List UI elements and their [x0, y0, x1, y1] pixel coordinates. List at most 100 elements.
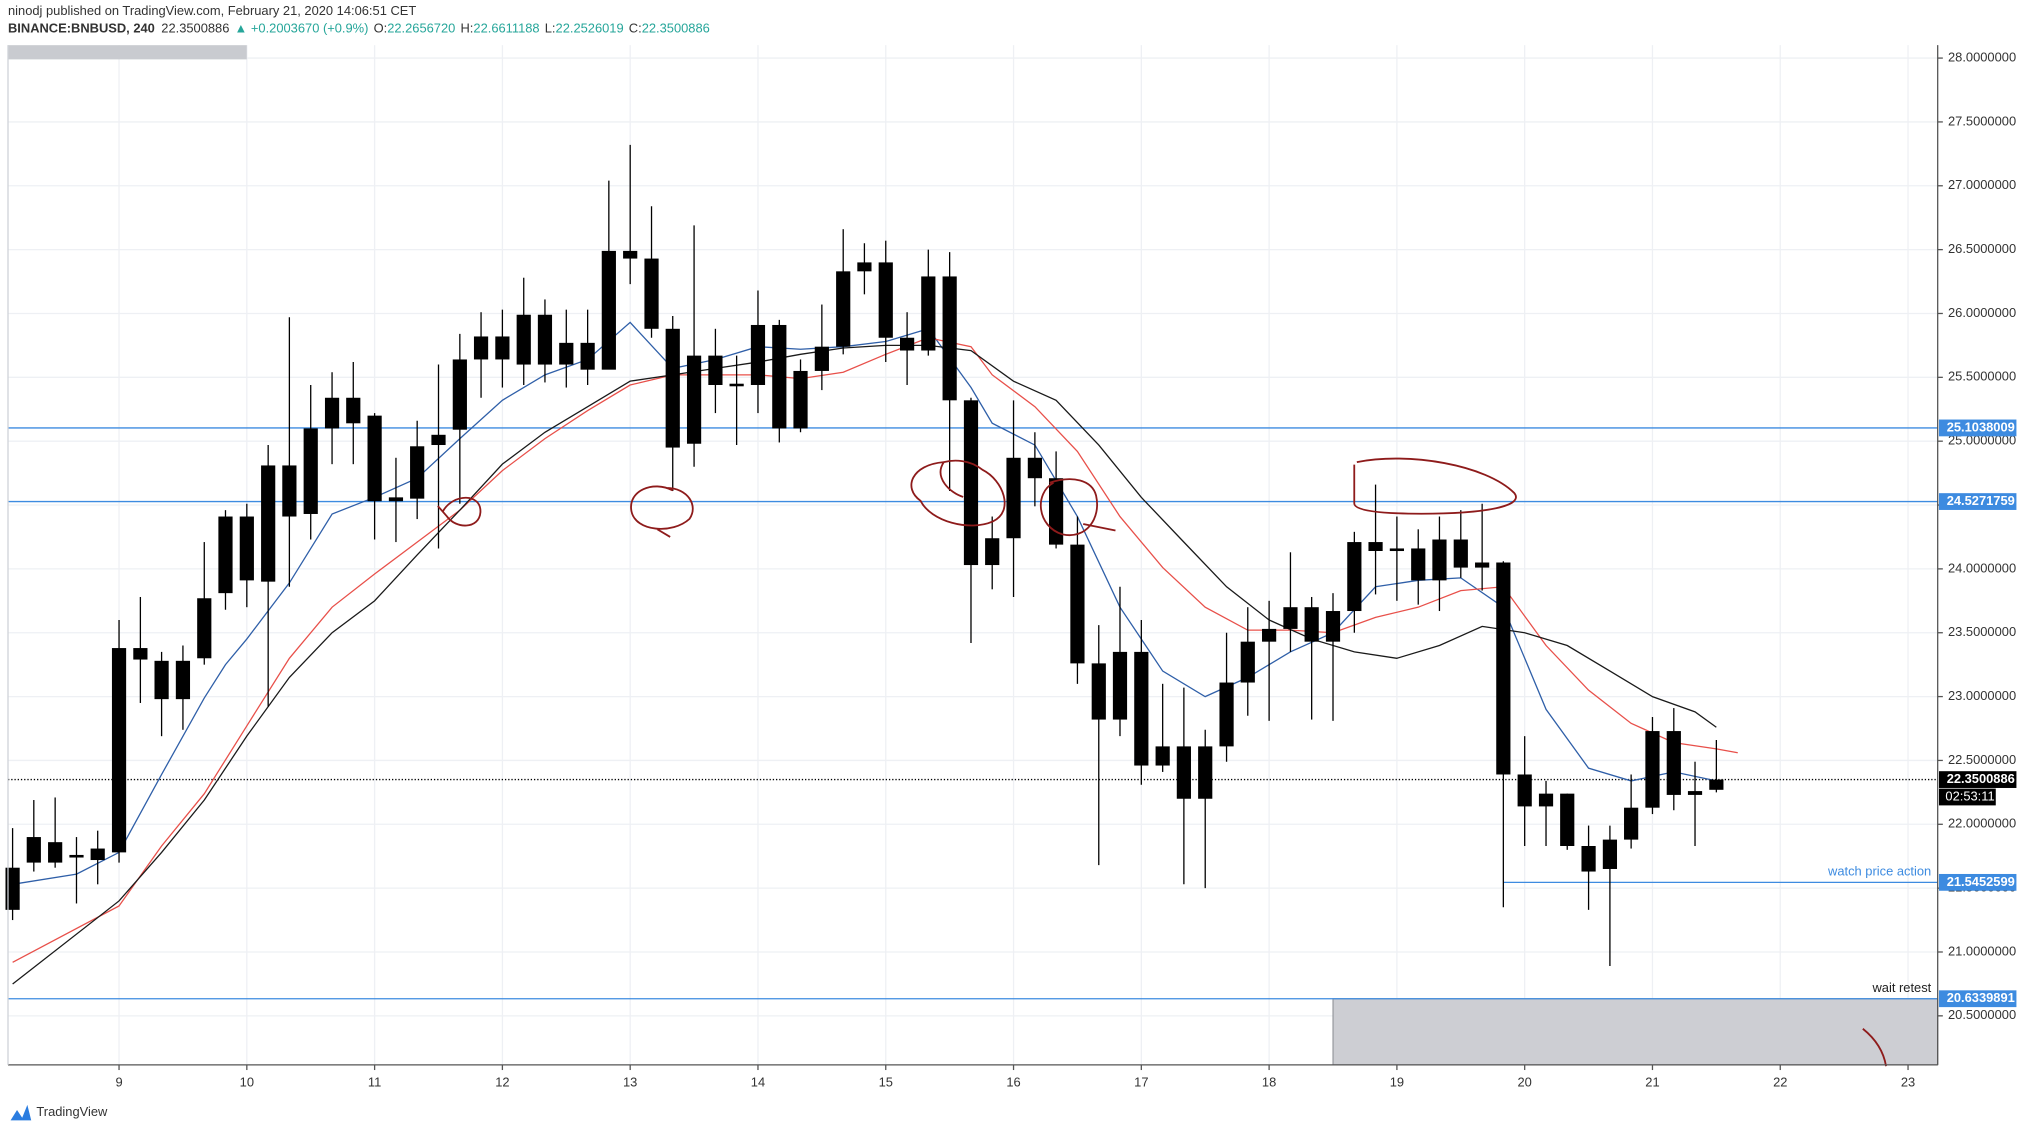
- candle-body: [303, 428, 318, 514]
- candle-body: [1240, 641, 1255, 683]
- candle-body: [1325, 611, 1341, 642]
- y-tick-label: 26.5000000: [1948, 241, 2016, 256]
- y-tick-label: 23.5000000: [1948, 624, 2016, 639]
- candle-body: [942, 276, 957, 401]
- candle-body: [218, 516, 233, 594]
- candle-body: [346, 397, 361, 424]
- candle-body: [367, 415, 382, 502]
- candle-body: [686, 355, 702, 444]
- x-tick-label: 11: [368, 1074, 381, 1089]
- candle-body: [516, 314, 531, 365]
- ohlc-value: 22.6611188: [473, 21, 539, 36]
- ohlc-label: C:: [629, 21, 642, 36]
- candle-body: [1538, 793, 1554, 807]
- candle-body: [814, 346, 829, 371]
- hand-circle: [630, 485, 694, 538]
- x-tick-label: 13: [623, 1074, 637, 1089]
- level-label: 24.5271759: [1947, 493, 2015, 508]
- y-tick-label: 21.0000000: [1948, 943, 2016, 958]
- candle-body: [1283, 607, 1298, 629]
- x-tick-label: 17: [1134, 1074, 1148, 1089]
- level-label-box: [1938, 873, 2017, 891]
- candle-body: [1624, 807, 1639, 840]
- hand-circle: [1039, 478, 1116, 537]
- hand-circle: [437, 496, 482, 527]
- candle-body: [48, 842, 63, 863]
- published-line: ninodj published on TradingView.com, Feb…: [8, 3, 416, 18]
- candle-body: [772, 324, 787, 429]
- candle-body: [1070, 544, 1085, 664]
- hand-circle: [910, 459, 1006, 527]
- candle-body: [708, 355, 723, 385]
- annotations: [7, 45, 1887, 1121]
- candle-body: [1176, 746, 1191, 799]
- candle-body: [1432, 539, 1447, 581]
- candle-body: [1475, 562, 1490, 568]
- candle-body: [1687, 791, 1703, 795]
- candle-body: [1496, 562, 1511, 775]
- candle-body: [601, 250, 616, 370]
- candle-body: [133, 648, 148, 660]
- candle-body: [665, 328, 680, 448]
- x-tick-label: 14: [751, 1074, 765, 1089]
- x-tick-label: 15: [879, 1074, 893, 1089]
- y-tick-label: 22.0000000: [1948, 816, 2016, 831]
- x-tick-label: 22: [1773, 1074, 1787, 1089]
- y-tick-label: 25.5000000: [1948, 369, 2016, 384]
- candle-body: [495, 336, 510, 360]
- x-tick-label: 9: [115, 1074, 122, 1089]
- candle-body: [1645, 731, 1660, 808]
- candle-body: [750, 324, 766, 385]
- candle-body: [1048, 478, 1064, 545]
- candle-body: [1347, 542, 1362, 612]
- x-tick-label: 19: [1390, 1074, 1404, 1089]
- x-tick-label: 16: [1006, 1074, 1020, 1089]
- candle-body: [1581, 845, 1596, 872]
- ohlc-value: 22.2656720: [387, 21, 455, 36]
- hand-stroke: [1862, 1028, 1887, 1067]
- candle-body: [793, 370, 808, 429]
- x-tick-label: 23: [1901, 1074, 1915, 1089]
- level-label-box: [1938, 771, 2017, 788]
- candle-body: [261, 465, 276, 582]
- candle-body: [154, 660, 169, 700]
- level-label-box: [1938, 419, 2017, 437]
- candle-body: [729, 383, 744, 387]
- candle-body: [1006, 457, 1021, 539]
- candles: [5, 144, 1724, 967]
- countdown: 02:53:11: [1945, 788, 1994, 803]
- candle-body: [644, 258, 659, 329]
- symbol: BINANCE:BNBUSD, 240: [8, 21, 155, 36]
- legend-box: [7, 45, 247, 60]
- candle-body: [985, 538, 1000, 566]
- change: ▲ +0.2003670 (+0.9%): [235, 21, 369, 36]
- x-tick-label: 21: [1645, 1074, 1659, 1089]
- candle-body: [1709, 779, 1724, 790]
- candle-body: [431, 434, 446, 446]
- candle-body: [473, 336, 489, 360]
- candle-body: [1560, 793, 1575, 846]
- candle-body: [1389, 548, 1404, 552]
- candle-body: [26, 837, 41, 863]
- candle-body: [1198, 746, 1213, 799]
- ohlc-value: 22.3500886: [642, 21, 710, 36]
- y-tick-label: 20.5000000: [1948, 1007, 2016, 1022]
- y-tick-label: 26.0000000: [1948, 305, 2016, 320]
- zone-layer: [1332, 998, 1939, 1066]
- candle-body: [1453, 539, 1468, 568]
- candle-body: [899, 337, 915, 351]
- ma-line: [12, 321, 1717, 885]
- x-tick-label: 10: [240, 1074, 254, 1089]
- candle-body: [857, 262, 872, 272]
- candle-body: [921, 276, 936, 351]
- candle-body: [1304, 607, 1319, 642]
- candle-body: [111, 648, 127, 853]
- symbol-line: BINANCE:BNBUSD, 240 22.3500886 ▲ +0.200367…: [8, 21, 710, 36]
- level-note: wait retest: [1871, 980, 1931, 995]
- level-label-box: [1938, 493, 2017, 510]
- ohlc-label: L:: [545, 21, 556, 36]
- candle-body: [175, 660, 191, 700]
- y-tick-label: 28.0000000: [1948, 49, 2016, 64]
